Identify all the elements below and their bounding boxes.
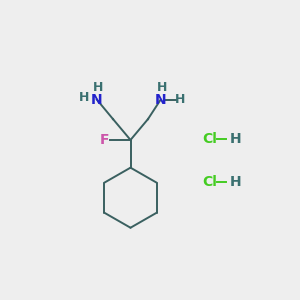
Text: N: N — [155, 92, 167, 106]
Text: H: H — [230, 175, 242, 188]
Text: Cl: Cl — [202, 175, 217, 188]
Text: Cl: Cl — [202, 132, 217, 146]
Text: F: F — [100, 133, 110, 147]
Text: H: H — [230, 132, 242, 146]
Text: H: H — [157, 81, 167, 94]
Text: H: H — [79, 91, 89, 104]
Text: H: H — [93, 81, 103, 94]
Text: H: H — [175, 93, 186, 106]
Text: N: N — [91, 92, 103, 106]
